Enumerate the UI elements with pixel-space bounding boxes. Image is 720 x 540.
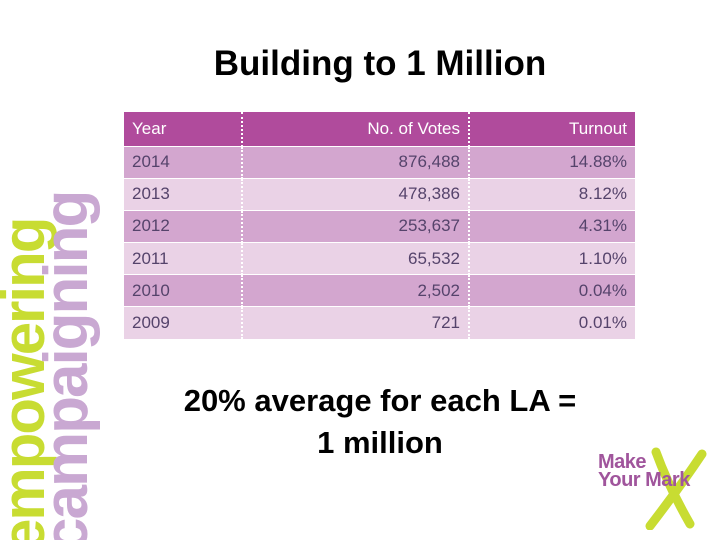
cell-turnout: 4.31% (468, 210, 635, 243)
cell-turnout: 14.88% (468, 146, 635, 179)
cell-votes: 65,532 (241, 242, 469, 275)
table-row: 2011 65,532 1.10% (124, 242, 635, 275)
header-turnout: Turnout (468, 112, 635, 146)
cell-year: 2011 (124, 242, 242, 275)
table-header-row: Year No. of Votes Turnout (124, 112, 635, 146)
table-row: 2009 721 0.01% (124, 306, 635, 339)
cell-year: 2009 (124, 306, 242, 339)
cell-votes: 876,488 (241, 146, 469, 179)
cell-year: 2012 (124, 210, 242, 243)
cell-turnout: 8.12% (468, 178, 635, 211)
cell-votes: 2,502 (241, 274, 469, 307)
header-votes: No. of Votes (241, 112, 469, 146)
cell-votes: 478,386 (241, 178, 469, 211)
table-row: 2014 876,488 14.88% (124, 146, 635, 179)
cell-turnout: 0.04% (468, 274, 635, 307)
cell-year: 2014 (124, 146, 242, 179)
cell-year: 2013 (124, 178, 242, 211)
table-row: 2013 478,386 8.12% (124, 178, 635, 211)
table-row: 2010 2,502 0.04% (124, 274, 635, 307)
slide-title: Building to 1 Million (213, 44, 547, 83)
summary-text: 20% average for each LA = 1 million (110, 380, 650, 464)
summary-line-1: 20% average for each LA = (183, 383, 577, 418)
logo-text-line-2: Your Mark (598, 469, 690, 491)
cell-votes: 253,637 (241, 210, 469, 243)
logo-text-line-1: Make (598, 451, 647, 473)
cell-turnout: 0.01% (468, 306, 635, 339)
cell-votes: 721 (241, 306, 469, 339)
logo-x-mark-icon (645, 447, 707, 530)
summary-line-2: 1 million (317, 425, 443, 460)
make-your-mark-logo: Make Your Mark (594, 444, 710, 530)
side-text-campaigning: campaigning (32, 191, 101, 540)
cell-turnout: 1.10% (468, 242, 635, 275)
cell-year: 2010 (124, 274, 242, 307)
table-row: 2012 253,637 4.31% (124, 210, 635, 243)
votes-table: Year No. of Votes Turnout 2014 876,488 1… (124, 112, 635, 339)
header-year: Year (124, 112, 242, 146)
